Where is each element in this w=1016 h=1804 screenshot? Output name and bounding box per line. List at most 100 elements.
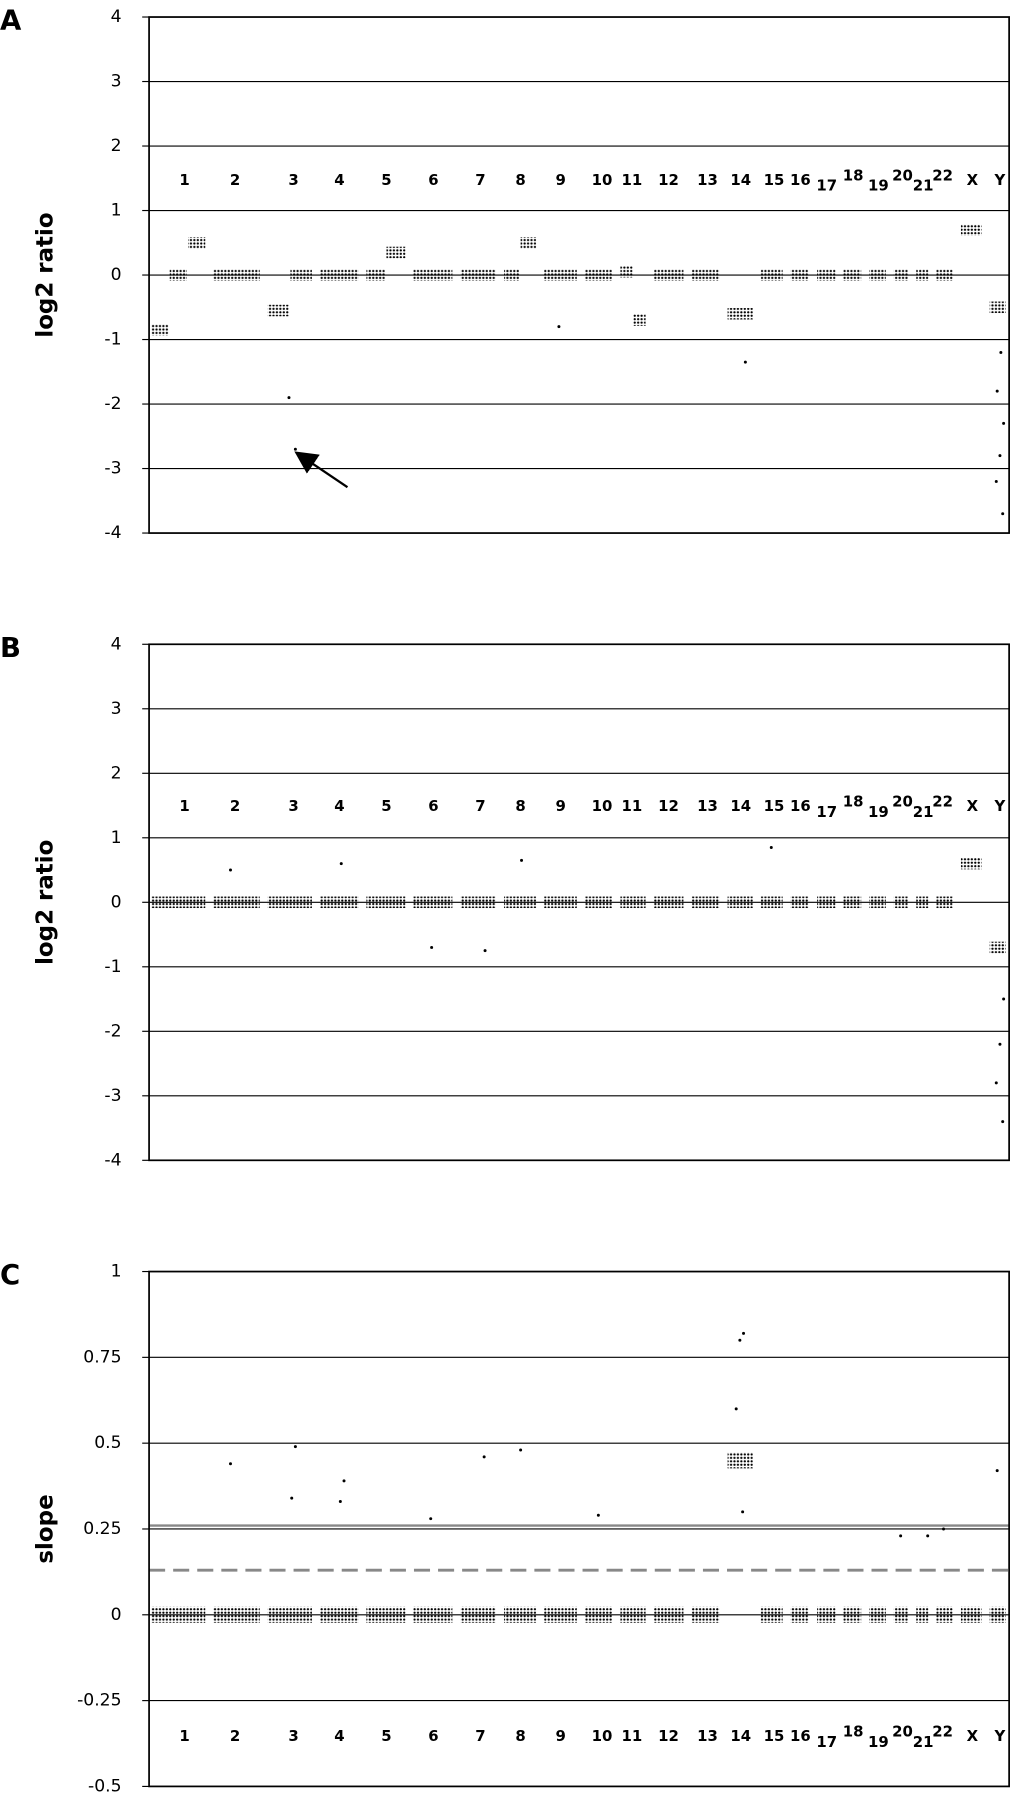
chromosome-label: 10 xyxy=(592,1727,613,1745)
outlier-point xyxy=(293,1445,297,1449)
probe-cluster xyxy=(936,1606,953,1623)
probe-cluster xyxy=(584,269,613,281)
outlier-point xyxy=(998,1042,1002,1046)
chromosome-label: 1 xyxy=(179,1727,189,1745)
panel-label: C xyxy=(0,1259,20,1291)
chromosome-label: 22 xyxy=(932,1723,953,1741)
probe-cluster xyxy=(460,896,496,909)
y-tick-label: 0 xyxy=(111,892,122,912)
outlier-point xyxy=(287,396,291,400)
probe-cluster xyxy=(503,896,537,909)
chromosome-label: 3 xyxy=(288,797,298,815)
chromosome-label: 11 xyxy=(621,797,642,815)
probe-cluster xyxy=(460,1606,496,1623)
outlier-point xyxy=(995,1469,999,1473)
probe-cluster xyxy=(843,896,862,909)
probe-cluster xyxy=(460,269,496,281)
chromosome-label: 19 xyxy=(868,1733,889,1751)
outlier-point xyxy=(769,845,773,849)
chromosome-label: 11 xyxy=(621,1727,642,1745)
y-tick-label: 1 xyxy=(111,201,122,221)
chromosome-label: 4 xyxy=(334,797,344,815)
chromosome-label: 17 xyxy=(816,803,837,821)
outlier-point xyxy=(999,350,1003,354)
chromosome-label: 8 xyxy=(515,171,525,189)
probe-cluster xyxy=(151,324,169,336)
y-tick-label: 0.25 xyxy=(83,1519,121,1539)
outlier-point xyxy=(1001,1120,1005,1124)
probe-cluster xyxy=(366,1606,406,1623)
probe-cluster xyxy=(366,269,386,281)
chromosome-label: 2 xyxy=(230,797,240,815)
chromosome-label: 9 xyxy=(556,1727,566,1745)
chromosome-label: X xyxy=(967,797,979,815)
probe-cluster xyxy=(366,896,406,909)
probe-cluster xyxy=(544,1606,577,1623)
chromosome-label: 16 xyxy=(790,797,811,815)
chromosome-label: 22 xyxy=(932,793,953,811)
chromosome-label: 20 xyxy=(892,166,913,184)
outlier-point xyxy=(994,479,998,483)
y-axis-label: slope xyxy=(32,1494,58,1563)
y-tick-label: 0 xyxy=(111,1605,122,1625)
probe-cluster xyxy=(989,941,1006,954)
chromosome-label: 12 xyxy=(658,171,679,189)
probe-cluster xyxy=(319,269,359,281)
y-tick-label: 0.75 xyxy=(83,1347,121,1367)
probe-cluster xyxy=(843,1606,862,1623)
outlier-point xyxy=(483,949,487,953)
outlier-point xyxy=(482,1455,486,1459)
chromosome-label: 3 xyxy=(288,171,298,189)
chromosome-label: 15 xyxy=(764,171,785,189)
chromosome-label: 11 xyxy=(621,171,642,189)
y-tick-label: 0.5 xyxy=(94,1433,121,1453)
probe-cluster xyxy=(960,1606,982,1623)
probe-cluster xyxy=(936,896,953,909)
probe-cluster xyxy=(916,1606,929,1623)
probe-cluster xyxy=(267,304,290,317)
y-tick-label: -2 xyxy=(104,1021,121,1041)
chromosome-label: 6 xyxy=(428,1727,438,1745)
chromosome-label: 10 xyxy=(592,171,613,189)
chromosome-label: 4 xyxy=(334,1727,344,1745)
probe-cluster xyxy=(790,269,810,281)
probe-cluster xyxy=(817,269,836,281)
y-tick-label: 1 xyxy=(111,828,122,848)
chromosome-label: Y xyxy=(994,171,1006,189)
outlier-point xyxy=(338,1500,342,1504)
y-tick-label: 3 xyxy=(111,72,122,92)
outlier-point xyxy=(229,1462,232,1466)
probe-cluster xyxy=(653,896,684,909)
probe-cluster xyxy=(893,269,909,281)
outlier-point xyxy=(734,1407,738,1411)
chromosome-label: 7 xyxy=(475,1727,485,1745)
y-tick-label: -4 xyxy=(104,523,121,543)
y-tick-label: 1 xyxy=(111,1262,122,1282)
chromosome-label: 16 xyxy=(790,1727,811,1745)
chromosome-label: 17 xyxy=(816,177,837,195)
outlier-point xyxy=(738,1338,742,1342)
probe-cluster xyxy=(760,269,783,281)
probe-cluster xyxy=(290,269,312,281)
plot-frame xyxy=(148,16,1010,534)
probe-cluster xyxy=(790,896,810,909)
probe-cluster xyxy=(620,266,633,278)
y-axis-label: log2 ratio xyxy=(32,840,58,965)
probe-cluster xyxy=(544,896,577,909)
chromosome-label: 2 xyxy=(230,171,240,189)
y-tick-label: 0 xyxy=(111,265,122,285)
chromosome-label: X xyxy=(967,1727,979,1745)
chromosome-label: Y xyxy=(994,797,1006,815)
probe-cluster xyxy=(633,314,646,326)
chromosome-label: 19 xyxy=(868,803,889,821)
outlier-point xyxy=(342,1479,346,1483)
chromosome-label: 22 xyxy=(932,166,953,184)
probe-cluster xyxy=(620,1606,646,1623)
chromosome-label: 5 xyxy=(381,171,391,189)
y-tick-label: 4 xyxy=(111,634,122,654)
probe-cluster xyxy=(960,224,982,236)
probe-cluster xyxy=(960,857,982,870)
outlier-point xyxy=(1001,512,1005,516)
y-tick-label: -3 xyxy=(104,459,121,479)
